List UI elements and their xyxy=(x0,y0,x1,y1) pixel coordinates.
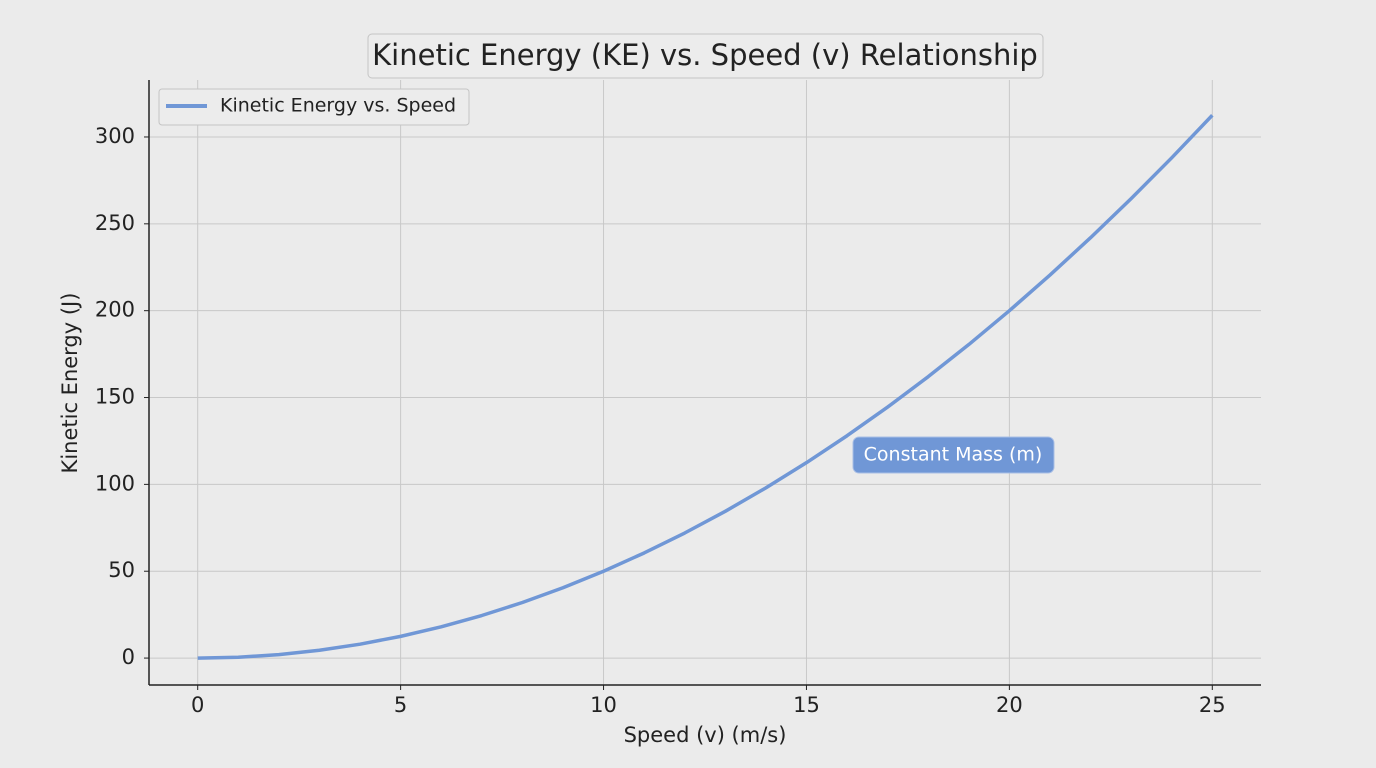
y-tick-label: 50 xyxy=(108,558,135,582)
x-tick-label: 10 xyxy=(590,693,617,717)
title-box xyxy=(367,33,1044,79)
line-series xyxy=(197,114,1214,660)
chart-title: Kinetic Energy (KE) vs. Speed (v) Relati… xyxy=(372,38,1038,72)
y-tick-label: 250 xyxy=(95,211,135,235)
y-tick-label: 200 xyxy=(95,298,135,322)
x-axis-label: Speed (v) (m/s) xyxy=(624,723,787,747)
y-tick-label: 0 xyxy=(122,645,135,669)
y-tick-label: 100 xyxy=(95,471,135,495)
y-tick-label: 300 xyxy=(95,124,135,148)
annotation-text: Constant Mass (m) xyxy=(864,444,1043,466)
y-tick-label: 150 xyxy=(95,385,135,409)
annotation: Constant Mass (m) xyxy=(852,436,1055,474)
legend-box xyxy=(158,88,470,126)
legend-label: Kinetic Energy vs. Speed xyxy=(220,95,456,117)
x-tick-label: 0 xyxy=(191,693,204,717)
x-tick-label: 15 xyxy=(793,693,820,717)
annotation-box xyxy=(852,436,1055,474)
x-tick-label: 20 xyxy=(996,693,1023,717)
x-tick-label: 25 xyxy=(1199,693,1226,717)
y-axis-label: Kinetic Energy (J) xyxy=(58,293,82,474)
legend: Kinetic Energy vs. Speed xyxy=(158,88,470,126)
x-tick-label: 5 xyxy=(394,693,407,717)
